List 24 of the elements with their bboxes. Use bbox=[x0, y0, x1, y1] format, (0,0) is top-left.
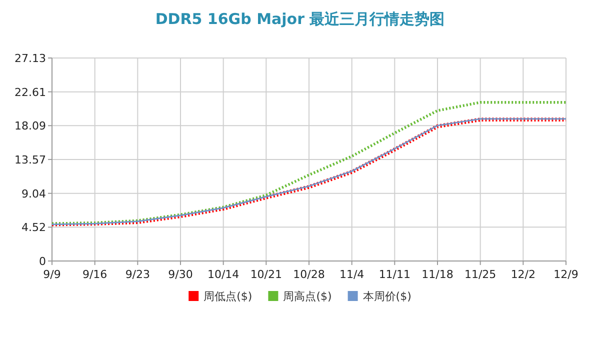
y-tick-label: 18.09 bbox=[14, 120, 46, 133]
y-tick-label: 27.13 bbox=[14, 52, 46, 65]
y-tick-label: 0 bbox=[39, 255, 46, 268]
x-tick-label: 10/28 bbox=[293, 268, 325, 281]
x-tick-label: 9/30 bbox=[168, 268, 193, 281]
legend-label: 周低点($) bbox=[204, 290, 252, 303]
x-tick-label: 9/9 bbox=[43, 268, 61, 281]
x-tick-label: 11/11 bbox=[378, 268, 411, 281]
x-tick-label: 12/9 bbox=[554, 268, 578, 281]
chart-title: DDR5 16Gb Major 最近三月行情走势图 bbox=[155, 10, 445, 28]
y-tick-label: 22.61 bbox=[14, 86, 46, 99]
y-tick-label: 9.04 bbox=[22, 187, 46, 200]
legend-label: 本周价($) bbox=[362, 290, 412, 303]
legend-label: 周高点($) bbox=[283, 290, 332, 303]
x-tick-label: 9/23 bbox=[125, 268, 150, 281]
x-tick-label: 10/21 bbox=[250, 268, 282, 281]
x-tick-label: 10/14 bbox=[207, 268, 240, 281]
x-tick-label: 11/4 bbox=[339, 268, 364, 281]
x-tick-label: 9/16 bbox=[82, 268, 108, 281]
x-tick-label: 11/18 bbox=[422, 268, 454, 281]
y-tick-label: 4.52 bbox=[22, 221, 46, 234]
x-tick-label: 12/2 bbox=[510, 268, 536, 281]
x-tick-label: 11/25 bbox=[464, 268, 496, 281]
y-tick-label: 13.57 bbox=[14, 153, 46, 166]
